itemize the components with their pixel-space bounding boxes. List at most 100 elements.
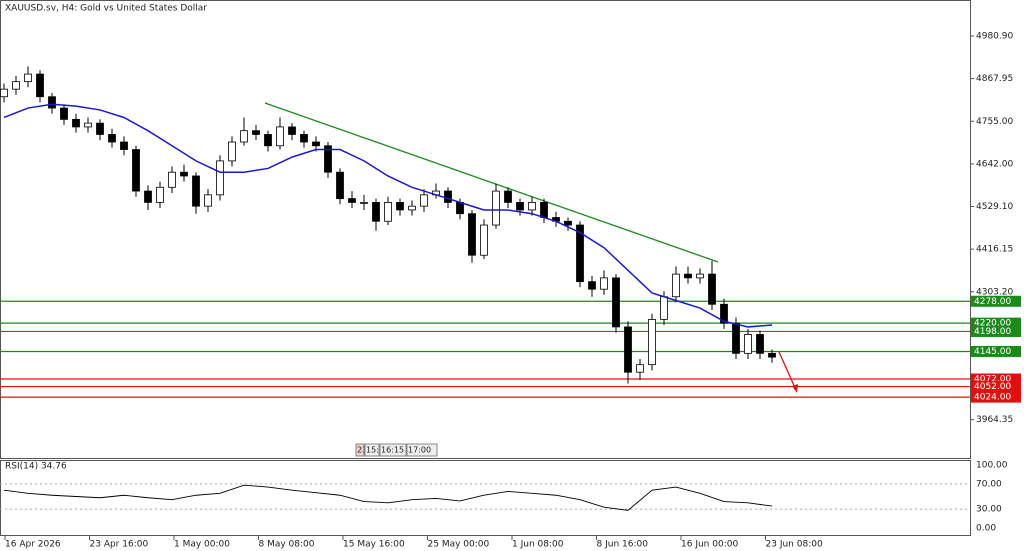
candle-body [636,364,644,373]
candle-body [108,134,116,143]
time-mark-box [355,443,365,457]
level-label: 4145.00 [974,347,1011,357]
candle-body [408,205,416,211]
candle-body [564,220,572,226]
y-tick-label: 3964.35 [976,415,1013,425]
level-tag [971,373,1021,385]
candle-body [336,171,344,200]
candle-body [120,141,128,150]
candle-body [24,73,32,83]
x-tick-label: 8 May 08:00 [259,540,315,550]
x-tick-label: 16 Jun 00:00 [681,540,738,550]
main-frame [0,0,971,459]
candle-body [12,81,20,90]
candle-body [228,141,236,162]
x-tick-label: 16 Apr 2026 [5,540,61,550]
candle-body [276,126,284,147]
candle-body [756,334,764,354]
candle-body [516,201,524,211]
rsi-tick-label: 0.00 [976,524,996,534]
candle-body [660,296,668,320]
y-tick-label: 4642.00 [976,159,1013,169]
level-tag [971,295,1021,307]
candle-body [720,303,728,324]
candle-body [420,194,428,207]
candle-body [324,145,332,173]
candle-body [648,318,656,366]
candle-body [216,160,224,196]
x-tick-label: 25 May 00:00 [428,540,490,550]
candle-body [708,273,716,305]
level-tag [971,391,1021,403]
time-mark: 23 [357,446,367,455]
level-tag [971,325,1021,337]
rsi-tick-label: 70.00 [976,479,1002,489]
arrow [778,351,797,391]
x-tick-label: 8 Jun 16:00 [597,540,649,550]
candle-body [492,190,500,226]
candle-body [132,149,140,192]
candle-body [48,96,56,109]
candle-body [312,141,320,147]
candle-body [288,126,296,135]
level-label: 4072.00 [974,375,1011,385]
candle-body [180,171,188,177]
x-tick-label: 1 May 00:00 [174,540,230,550]
moving-average [3,103,773,328]
candle-body [360,201,368,204]
candle-body [72,118,80,128]
y-tick-label: 4755.00 [976,117,1013,127]
candle-body [696,273,704,279]
x-tick-label: 23 Jun 08:00 [766,540,823,550]
candle-body [468,213,476,256]
candle-body [624,326,632,373]
candle-body [264,134,272,147]
arrow-head [792,384,798,393]
time-mark-box [379,443,407,457]
candle-body [396,201,404,211]
time-mark: 16:15 [381,446,404,455]
time-mark-box [406,443,438,457]
candle-body [144,190,152,203]
y-tick-label: 4303.20 [976,287,1013,297]
y-tick-label: 4980.90 [976,32,1013,42]
x-tick-label: 15 May 16:00 [343,540,405,550]
y-tick-label: 4867.95 [976,74,1013,84]
time-mark-box [364,443,380,457]
y-tick-label: 4416.15 [976,245,1013,255]
level-label: 4278.00 [974,297,1011,307]
rsi-tick-label: 100.00 [976,461,1008,471]
level-tag [971,317,1021,329]
candle-body [672,273,680,298]
level-label: 4220.00 [974,319,1011,329]
candle-body [612,277,620,328]
candle-body [732,322,740,354]
candle-body [588,281,596,290]
candle-body [504,190,512,203]
level-label: 4052.00 [974,382,1011,392]
x-tick-label: 23 Apr 16:00 [90,540,149,550]
time-mark: 17:00 [408,446,431,455]
candle-body [300,134,308,143]
level-label: 4024.00 [974,393,1011,403]
level-tag [971,381,1021,393]
candle-body [744,334,752,354]
candle-body [576,224,584,283]
candle-body [168,171,176,188]
candle-body [84,122,92,128]
level-tag [971,345,1021,357]
candle-body [348,198,356,203]
candle-body [204,194,212,207]
candle-body [156,186,164,203]
candle-body [0,88,8,98]
candle-body [60,107,68,120]
candle-body [684,273,692,279]
candle-body [252,130,260,135]
level-label: 4198.00 [974,327,1011,337]
candle-body [384,201,392,222]
candle-body [192,175,200,207]
rsi-frame [0,460,971,536]
candle-body [36,73,44,98]
candle-body [456,201,464,215]
